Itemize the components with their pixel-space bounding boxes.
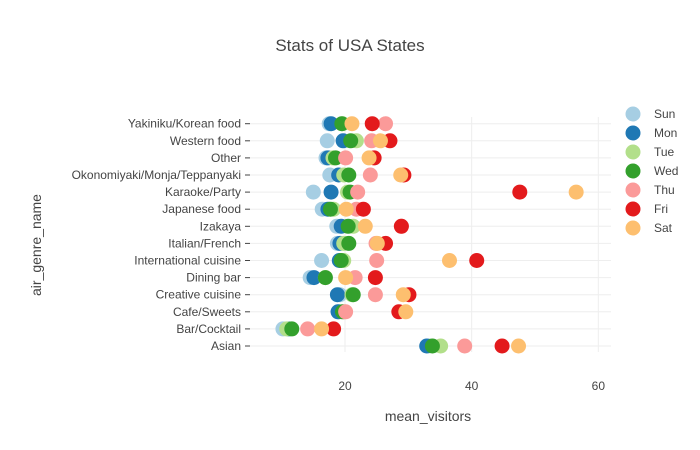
y-tick-label: Japanese food	[162, 202, 241, 216]
data-point-thu-bar-cocktail[interactable]	[300, 321, 316, 337]
y-tick-label: Italian/French	[168, 236, 241, 250]
legend-label-sat[interactable]: Sat	[654, 221, 673, 235]
y-tick-label: Asian	[211, 339, 241, 353]
y-tick-label: Cafe/Sweets	[173, 305, 241, 319]
marker-layer	[275, 116, 584, 354]
legend-marker-wed[interactable]	[625, 163, 641, 179]
data-point-sat-asian[interactable]	[511, 338, 527, 354]
data-point-sat-izakaya[interactable]	[357, 218, 373, 234]
y-tick-label: Okonomiyaki/Monja/Teppanyaki	[72, 168, 241, 182]
data-point-thu-cafe-sweets[interactable]	[338, 304, 354, 320]
legend-marker-mon[interactable]	[625, 125, 641, 141]
x-tick-label: 40	[465, 379, 479, 393]
x-axis-title: mean_visitors	[385, 408, 471, 424]
data-point-wed-bar-cocktail[interactable]	[284, 321, 300, 337]
data-point-fri-bar-cocktail[interactable]	[326, 321, 342, 337]
legend-marker-fri[interactable]	[625, 201, 641, 217]
data-point-mon-creative-cuisine[interactable]	[329, 287, 345, 303]
legend-marker-tue[interactable]	[625, 144, 641, 160]
data-point-mon-yakiniku-korean-food[interactable]	[323, 116, 339, 132]
chart-title: Stats of USA States	[275, 36, 424, 55]
x-tick-label: 60	[592, 379, 606, 393]
axis-layer: 20 40 60 Asian Bar/Cocktail Cafe/Sweets Creati…	[72, 117, 606, 393]
data-point-sat-western-food[interactable]	[372, 133, 388, 149]
data-point-fri-asian[interactable]	[494, 338, 510, 354]
data-point-fri-japanese-food[interactable]	[355, 201, 371, 217]
y-tick-label: Other	[211, 151, 241, 165]
legend-label-mon[interactable]: Mon	[654, 126, 677, 140]
y-tick-label: Izakaya	[200, 219, 242, 233]
legend-label-thu[interactable]: Thu	[654, 183, 675, 197]
data-point-sat-okonomiyaki-monja-teppanyaki[interactable]	[393, 167, 409, 183]
data-point-mon-dining-bar[interactable]	[306, 270, 322, 286]
data-point-fri-dining-bar[interactable]	[367, 270, 383, 286]
grid-layer	[250, 117, 611, 352]
data-point-sun-western-food[interactable]	[319, 133, 335, 149]
legend-label-fri[interactable]: Fri	[654, 202, 668, 216]
legend-label-sun[interactable]: Sun	[654, 107, 675, 121]
data-point-sat-karaoke-party[interactable]	[568, 184, 584, 200]
y-tick-label: Yakiniku/Korean food	[128, 117, 241, 131]
data-point-wed-western-food[interactable]	[343, 133, 359, 149]
data-point-fri-izakaya[interactable]	[393, 218, 409, 234]
y-tick-label: International cuisine	[134, 254, 241, 268]
data-point-sat-yakiniku-korean-food[interactable]	[344, 116, 360, 132]
data-point-wed-asian[interactable]	[424, 338, 440, 354]
y-tick-label: Bar/Cocktail	[176, 322, 241, 336]
data-point-thu-karaoke-party[interactable]	[350, 184, 366, 200]
data-point-wed-italian-french[interactable]	[341, 235, 357, 251]
data-point-wed-international-cuisine[interactable]	[333, 253, 349, 268]
data-point-fri-international-cuisine[interactable]	[469, 253, 485, 268]
y-tick-label: Creative cuisine	[156, 288, 242, 302]
data-point-fri-karaoke-party[interactable]	[512, 184, 528, 200]
legend-marker-sun[interactable]	[625, 106, 641, 122]
data-point-thu-okonomiyaki-monja-teppanyaki[interactable]	[362, 167, 378, 183]
data-point-wed-japanese-food[interactable]	[322, 201, 338, 217]
legend-label-wed[interactable]: Wed	[654, 164, 678, 178]
y-axis-title: air_genre_name	[28, 194, 44, 296]
data-point-sat-creative-cuisine[interactable]	[395, 287, 411, 303]
data-point-thu-creative-cuisine[interactable]	[367, 287, 383, 303]
data-point-sat-cafe-sweets[interactable]	[398, 304, 414, 320]
data-point-mon-karaoke-party[interactable]	[323, 184, 339, 200]
data-point-sat-japanese-food[interactable]	[338, 201, 354, 217]
data-point-fri-yakiniku-korean-food[interactable]	[364, 116, 380, 132]
y-tick-label: Western food	[170, 134, 241, 148]
legend-label-tue[interactable]: Tue	[654, 145, 675, 159]
data-point-thu-asian[interactable]	[457, 338, 473, 354]
data-point-thu-international-cuisine[interactable]	[369, 253, 385, 268]
data-point-wed-dining-bar[interactable]	[317, 270, 333, 286]
data-point-thu-other[interactable]	[338, 150, 354, 166]
data-point-sun-international-cuisine[interactable]	[314, 253, 330, 268]
data-point-sat-italian-french[interactable]	[369, 235, 385, 251]
data-point-sat-international-cuisine[interactable]	[442, 253, 457, 268]
data-point-sat-other[interactable]	[361, 150, 377, 166]
data-point-sat-dining-bar[interactable]	[338, 270, 354, 286]
legend: Sun Mon Tue Wed Thu Fri Sat	[625, 106, 678, 236]
y-tick-label: Dining bar	[186, 271, 241, 285]
data-point-wed-creative-cuisine[interactable]	[345, 287, 361, 303]
y-tick-label: Karaoke/Party	[165, 185, 241, 199]
x-tick-label: 20	[338, 379, 352, 393]
data-point-sat-bar-cocktail[interactable]	[314, 321, 330, 337]
data-point-wed-okonomiyaki-monja-teppanyaki[interactable]	[341, 167, 357, 183]
data-point-sun-karaoke-party[interactable]	[305, 184, 321, 200]
legend-marker-thu[interactable]	[625, 182, 641, 198]
data-point-wed-izakaya[interactable]	[340, 218, 356, 234]
legend-marker-sat[interactable]	[625, 220, 641, 236]
data-point-thu-yakiniku-korean-food[interactable]	[378, 116, 394, 132]
